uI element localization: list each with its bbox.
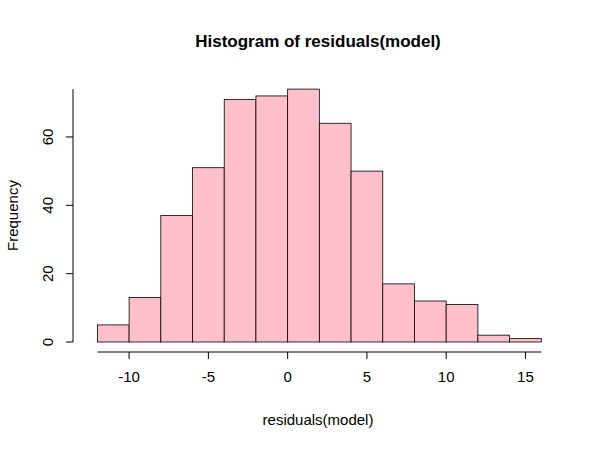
bar <box>129 298 161 342</box>
y-tick-label: 40 <box>39 197 56 214</box>
x-tick <box>525 352 526 359</box>
bar <box>161 216 193 342</box>
bar <box>478 335 510 342</box>
y-tick-label: 20 <box>39 265 56 282</box>
x-tick <box>446 352 447 359</box>
bar <box>224 99 256 342</box>
y-tick-label: 60 <box>39 129 56 146</box>
y-tick <box>66 342 73 343</box>
bar <box>288 89 320 342</box>
bar <box>510 339 542 342</box>
y-tick <box>66 136 73 137</box>
x-tick-label: 5 <box>363 368 371 385</box>
y-tick-label: 0 <box>39 338 56 346</box>
x-tick-label: -10 <box>118 368 140 385</box>
x-label: residuals(model) <box>263 411 374 428</box>
bar <box>351 171 383 342</box>
y-label: Frequency <box>4 180 21 251</box>
bar <box>383 284 415 342</box>
x-tick <box>129 352 130 359</box>
chart: Histogram of residuals(model) -10 -5 0 5 10 15… <box>0 0 600 450</box>
x-tick <box>287 352 288 359</box>
bar <box>446 304 478 342</box>
bar <box>414 301 446 342</box>
bar <box>193 168 225 342</box>
y-tick <box>66 273 73 274</box>
bars <box>97 89 541 342</box>
y-tick <box>66 205 73 206</box>
x-tick-label: 10 <box>438 368 455 385</box>
bar <box>97 325 129 342</box>
x-tick <box>366 352 367 359</box>
bar <box>256 96 288 342</box>
bar <box>319 123 351 342</box>
x-axis <box>97 352 541 353</box>
x-tick-label: -5 <box>202 368 215 385</box>
x-tick-label: 15 <box>517 368 534 385</box>
title: Histogram of residuals(model) <box>195 32 441 51</box>
x-tick <box>208 352 209 359</box>
y-axis <box>73 89 74 342</box>
x-tick-label: 0 <box>283 368 291 385</box>
